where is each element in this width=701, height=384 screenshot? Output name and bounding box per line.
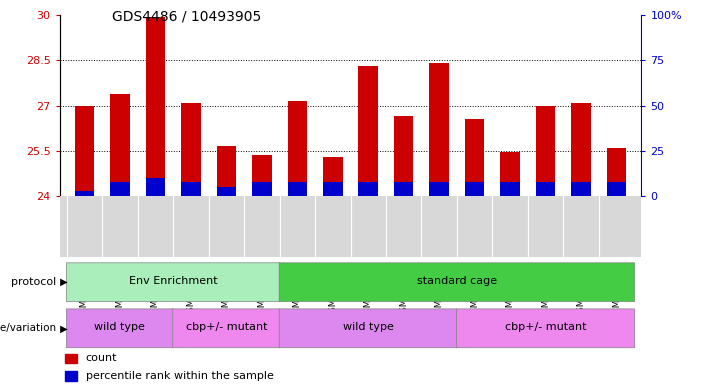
FancyBboxPatch shape (279, 263, 634, 302)
Bar (146, 17, 165, 196)
Bar (536, 182, 555, 196)
Bar (501, 152, 520, 196)
Bar (430, 182, 449, 196)
Bar (536, 106, 555, 196)
FancyBboxPatch shape (67, 263, 280, 302)
Bar (571, 182, 591, 196)
Bar (181, 103, 200, 196)
FancyBboxPatch shape (172, 309, 280, 348)
Text: count: count (86, 353, 117, 363)
Bar (394, 116, 414, 196)
Text: percentile rank within the sample: percentile rank within the sample (86, 371, 273, 381)
Bar (217, 146, 236, 196)
Bar (358, 66, 378, 196)
Bar (287, 182, 307, 196)
Bar (75, 106, 94, 196)
Text: Env Enrichment: Env Enrichment (129, 276, 217, 286)
Bar (465, 182, 484, 196)
Bar (75, 191, 94, 196)
FancyBboxPatch shape (279, 309, 457, 348)
FancyBboxPatch shape (456, 309, 634, 348)
Bar (358, 182, 378, 196)
Text: standard cage: standard cage (417, 276, 497, 286)
Bar (323, 157, 343, 196)
Bar (287, 101, 307, 196)
Text: genotype/variation: genotype/variation (0, 323, 56, 333)
Bar (501, 182, 520, 196)
Text: wild type: wild type (95, 323, 145, 333)
Text: cbp+/- mutant: cbp+/- mutant (505, 323, 586, 333)
Bar (607, 148, 626, 196)
Bar (252, 182, 271, 196)
Text: wild type: wild type (343, 323, 394, 333)
Bar (607, 182, 626, 196)
Bar (394, 182, 414, 196)
Bar (110, 182, 130, 196)
Text: cbp+/- mutant: cbp+/- mutant (186, 323, 267, 333)
Bar (146, 178, 165, 196)
Bar (65, 371, 77, 381)
Text: ▶: ▶ (57, 323, 68, 333)
Bar (430, 63, 449, 196)
FancyBboxPatch shape (67, 309, 173, 348)
Bar (110, 94, 130, 196)
Bar (181, 182, 200, 196)
Bar (252, 155, 271, 196)
Bar (323, 182, 343, 196)
Bar (65, 354, 77, 363)
Bar (571, 103, 591, 196)
Text: protocol: protocol (11, 277, 56, 287)
Bar (217, 187, 236, 196)
Bar (465, 119, 484, 196)
Text: ▶: ▶ (57, 277, 68, 287)
Text: GDS4486 / 10493905: GDS4486 / 10493905 (112, 10, 261, 23)
